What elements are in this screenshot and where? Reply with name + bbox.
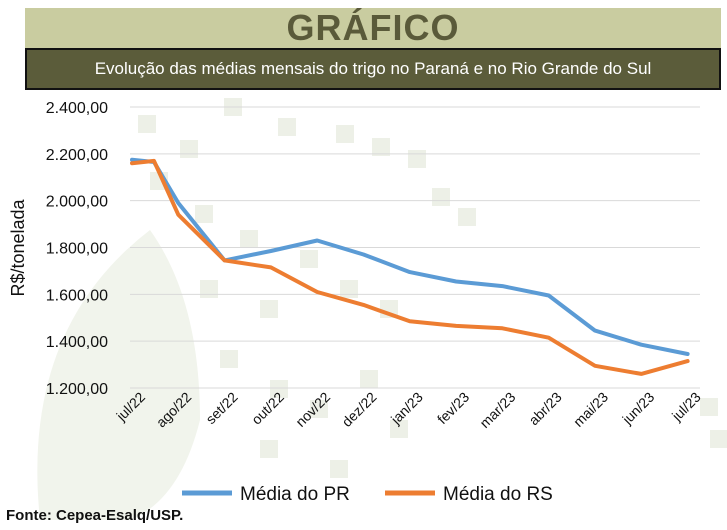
series-line (130, 157, 690, 356)
watermark-square (390, 420, 408, 438)
watermark-square (408, 150, 426, 168)
series-lines (130, 157, 690, 376)
x-tick-label: abr/23 (525, 389, 565, 429)
y-tick-label: 1.200,00 (46, 381, 108, 398)
series-line (130, 158, 690, 376)
x-tick-label: mar/23 (476, 389, 518, 431)
legend-label: Média do PR (240, 484, 350, 505)
watermark-square (278, 118, 296, 136)
y-tick-label: 2.000,00 (46, 194, 108, 211)
x-tick-label: jun/23 (618, 389, 657, 428)
legend: Média do PR Média do RS (182, 484, 553, 505)
watermark-square (240, 230, 258, 248)
watermark-leaf-shape (37, 230, 201, 520)
x-tick-label: fev/23 (434, 389, 472, 427)
y-axis-ticks: 1.200,00 1.400,00 1.600,00 1.800,00 2.000,00… (46, 100, 108, 398)
watermark-square (330, 460, 348, 478)
watermark-square (200, 280, 218, 298)
y-tick-label: 1.600,00 (46, 287, 108, 304)
y-tick-label: 2.400,00 (46, 100, 108, 117)
x-tick-label: jul/23 (668, 389, 704, 425)
y-axis-label: R$/tonelada (8, 198, 28, 296)
y-tick-label: 1.800,00 (46, 241, 108, 258)
y-tick-label: 1.400,00 (46, 334, 108, 351)
watermark-square (138, 115, 156, 133)
watermark-square (336, 125, 354, 143)
x-tick-label: mai/23 (570, 389, 611, 430)
watermark-square (220, 350, 238, 368)
x-tick-label: dez/22 (339, 389, 380, 430)
x-tick-label: set/22 (202, 389, 240, 427)
x-tick-label: out/22 (248, 389, 287, 428)
watermark-square (700, 398, 718, 416)
watermark-square (458, 208, 476, 226)
page-title: GRÁFICO (286, 7, 460, 48)
watermark-square (270, 380, 288, 398)
watermark-square (372, 138, 390, 156)
watermark-square (260, 440, 278, 458)
legend-label: Média do RS (443, 484, 553, 505)
header-band (25, 8, 721, 48)
watermark-square (340, 280, 358, 298)
gridlines (130, 106, 700, 389)
watermark-square (432, 188, 450, 206)
watermark-square (360, 370, 378, 388)
y-tick-label: 2.200,00 (46, 147, 108, 164)
chart-subtitle: Evolução das médias mensais do trigo no … (25, 48, 721, 90)
watermark-square (710, 430, 727, 448)
source-note: Fonte: Cepea-Esalq/USP. (6, 507, 184, 524)
watermark-square (310, 400, 328, 418)
x-axis-ticks: jul/22 ago/22 set/22 out/22 nov/22 dez/22 jan/… (112, 389, 703, 431)
watermark-square (300, 250, 318, 268)
watermark-square (260, 300, 278, 318)
watermark-square (180, 140, 198, 158)
watermark-square (195, 205, 213, 223)
